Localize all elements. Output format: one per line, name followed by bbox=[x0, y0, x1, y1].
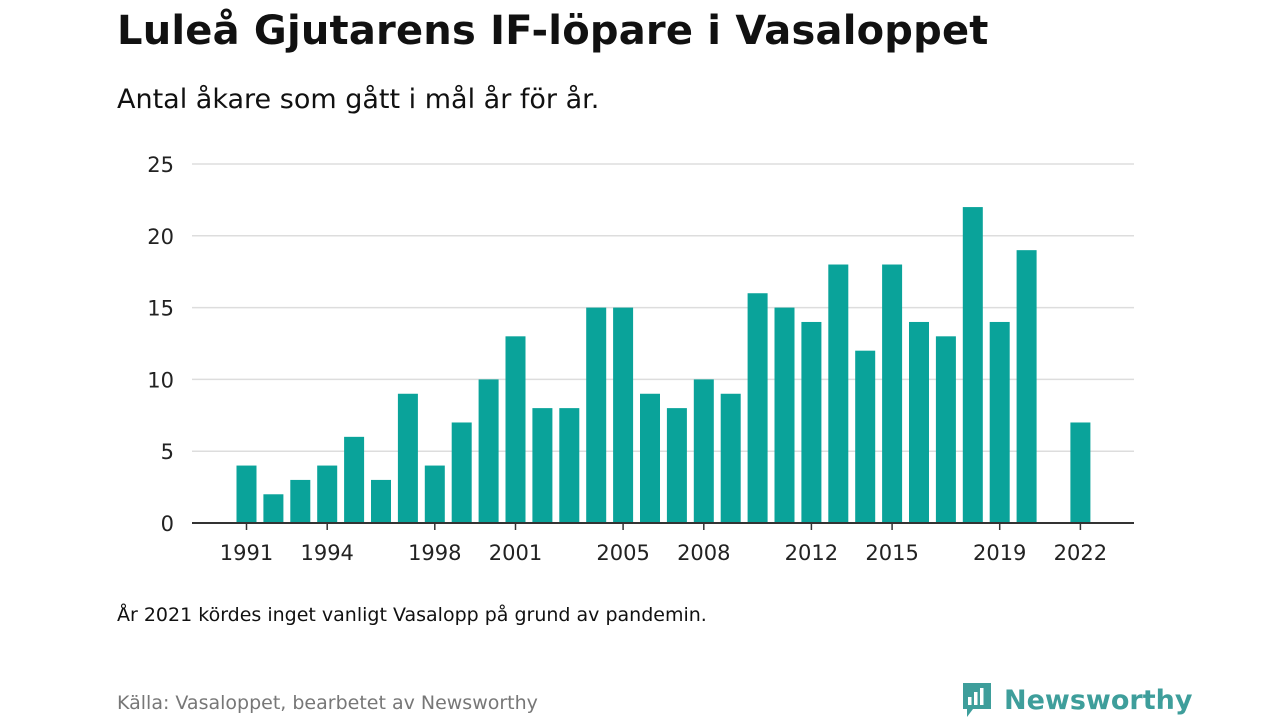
x-tick-label: 1998 bbox=[408, 541, 461, 565]
y-tick-label: 0 bbox=[161, 512, 174, 536]
x-axis-tick-labels: 1991 1994 1998 2001 2005 2008 2012 2015 2019 2022 bbox=[220, 523, 1107, 565]
bar-2011 bbox=[774, 307, 795, 523]
bar-1992 bbox=[263, 494, 284, 523]
bar-1996 bbox=[371, 479, 391, 523]
bar-2016 bbox=[909, 321, 929, 523]
y-tick-label: 15 bbox=[147, 297, 174, 321]
x-tick-label: 1994 bbox=[300, 541, 353, 565]
y-tick-label: 25 bbox=[147, 153, 174, 177]
bar-2017 bbox=[935, 336, 956, 523]
bar-2005 bbox=[613, 307, 634, 523]
bar-2003 bbox=[559, 408, 580, 523]
brand-logo[interactable]: Newsworthy bbox=[960, 680, 1192, 720]
chart-title: Luleå Gjutarens IF-löpare i Vasaloppet bbox=[117, 8, 989, 54]
bar-2004 bbox=[586, 307, 607, 523]
newsworthy-logo-icon bbox=[963, 683, 991, 717]
bar-2001 bbox=[505, 336, 526, 523]
x-tick-label: 2019 bbox=[973, 541, 1026, 565]
bar-2010 bbox=[747, 293, 768, 523]
bar-2013 bbox=[828, 264, 849, 523]
bar-2022 bbox=[1070, 422, 1091, 523]
bars bbox=[236, 207, 1091, 523]
x-tick-label: 2008 bbox=[677, 541, 730, 565]
bar-2014 bbox=[855, 350, 876, 523]
bar-2006 bbox=[640, 393, 660, 523]
x-tick-label: 2022 bbox=[1054, 541, 1107, 565]
bar-1991 bbox=[236, 465, 257, 523]
bar-2012 bbox=[801, 321, 822, 523]
bar-1997 bbox=[397, 393, 418, 523]
bar-2015 bbox=[882, 264, 903, 523]
bar-2000 bbox=[478, 379, 499, 523]
y-axis-tick-labels: 0 5 10 15 20 25 bbox=[147, 153, 174, 536]
x-tick-label: 1991 bbox=[220, 541, 273, 565]
y-tick-label: 10 bbox=[147, 368, 174, 392]
brand-name: Newsworthy bbox=[1004, 684, 1193, 716]
bar-1999 bbox=[451, 422, 472, 523]
x-tick-label: 2005 bbox=[596, 541, 649, 565]
bar-2008 bbox=[693, 379, 714, 523]
x-tick-label: 2001 bbox=[489, 541, 542, 565]
bar-2018 bbox=[962, 207, 983, 523]
bar-1993 bbox=[290, 479, 311, 523]
bar-2007 bbox=[666, 408, 687, 523]
bar-chart: 0 5 10 15 20 25 1991 1994 1998 2001 2005 2008 2012 2… bbox=[147, 153, 1134, 565]
bar-2019 bbox=[989, 321, 1010, 523]
bar-2020 bbox=[1016, 250, 1037, 523]
chart-subtitle: Antal åkare som gått i mål år för år. bbox=[117, 84, 600, 115]
footnote: År 2021 kördes inget vanligt Vasalopp på… bbox=[117, 604, 707, 626]
y-tick-label: 5 bbox=[161, 440, 174, 464]
x-tick-label: 2015 bbox=[865, 541, 918, 565]
source-text: Källa: Vasaloppet, bearbetet av Newswort… bbox=[117, 692, 538, 714]
bar-1994 bbox=[317, 465, 338, 523]
x-tick-label: 2012 bbox=[785, 541, 838, 565]
bar-1995 bbox=[344, 436, 365, 523]
bar-2002 bbox=[532, 408, 553, 523]
bar-1998 bbox=[424, 465, 445, 523]
bar-2009 bbox=[720, 393, 741, 523]
y-tick-label: 20 bbox=[147, 225, 174, 249]
